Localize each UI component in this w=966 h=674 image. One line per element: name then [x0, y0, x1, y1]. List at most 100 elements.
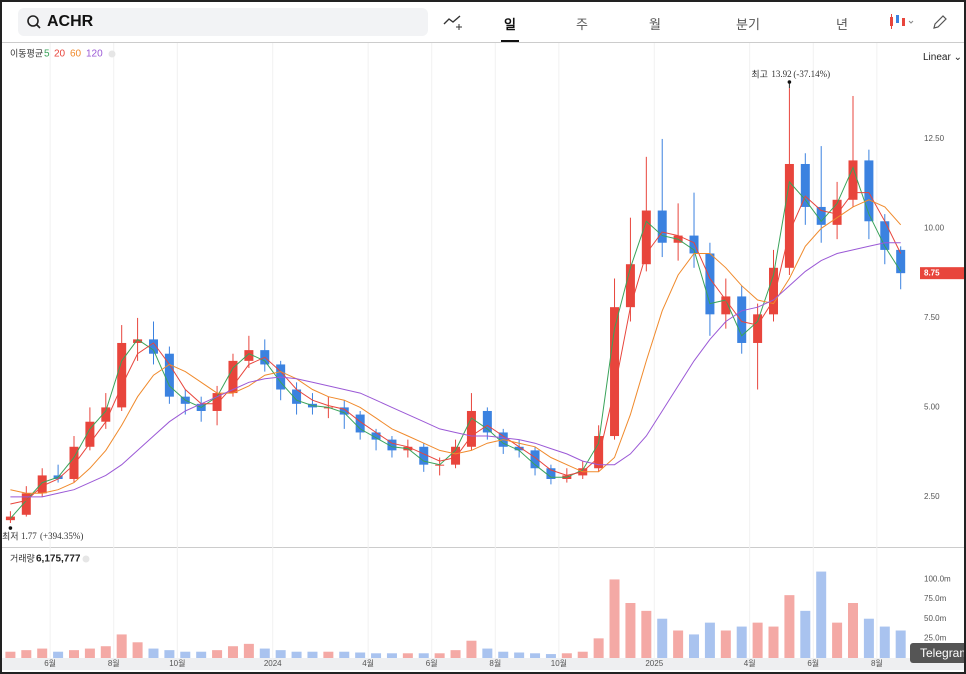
volume-bar	[847, 603, 858, 658]
high-marker-value: 13.92	[771, 69, 791, 79]
x-tick-label: 4월	[362, 658, 374, 668]
volume-bar	[514, 652, 525, 658]
y-tick-label: 7.50	[924, 313, 940, 322]
volume-bar	[450, 650, 461, 658]
volume-bar	[418, 653, 429, 658]
volume-bar	[482, 648, 493, 658]
y-tick-label: 5.00	[924, 403, 940, 412]
candle-body	[69, 446, 79, 479]
candle-body	[721, 296, 731, 315]
volume-bar	[212, 650, 223, 658]
volume-bar	[768, 626, 779, 658]
x-tick-label: 4월	[744, 658, 756, 668]
candle-body	[896, 249, 906, 274]
volume-bar	[291, 651, 302, 658]
volume-bar	[259, 648, 270, 658]
period-tab[interactable]: 주	[576, 17, 588, 32]
x-tick-label: 2024	[264, 659, 282, 668]
candle-body	[737, 296, 747, 343]
candle-body	[451, 446, 461, 465]
volume-bar	[21, 650, 32, 658]
volume-bar	[736, 626, 747, 658]
period-tab[interactable]: 분기	[736, 17, 760, 32]
tooltip: Telegram	[910, 643, 964, 663]
volume-bar	[180, 651, 191, 658]
candle-body	[657, 210, 667, 243]
candle-body	[800, 163, 810, 207]
period-tab[interactable]: 월	[649, 17, 661, 32]
candle-body	[419, 446, 429, 465]
legend-title: 이동평균	[10, 48, 43, 58]
candle-body	[292, 389, 302, 404]
volume-bar	[307, 651, 318, 658]
volume-bar	[530, 653, 541, 658]
candle-body	[466, 410, 476, 447]
candle-body	[101, 407, 111, 422]
candle-body	[880, 221, 890, 250]
volume-bar	[275, 650, 286, 658]
high-marker-label: 최고	[751, 69, 768, 79]
scale-mode[interactable]: Linear ⌄	[923, 52, 962, 63]
candle-body	[832, 199, 842, 225]
candle-body	[864, 160, 874, 222]
legend-entry: 60	[70, 49, 82, 60]
candle-body	[117, 342, 127, 408]
legend-entry: 5	[44, 49, 50, 60]
search-box[interactable]: ACHR	[18, 8, 428, 36]
volume-bar	[196, 651, 207, 658]
compare-icon[interactable]	[442, 12, 466, 32]
volume-bar	[339, 651, 350, 658]
volume-bar	[752, 622, 763, 658]
moving-average-line	[10, 166, 902, 519]
candle-body	[387, 439, 397, 451]
x-tick-label: 8월	[489, 658, 501, 668]
moving-average-line	[10, 199, 902, 494]
y-tick-label: 2.50	[924, 492, 940, 501]
volume-bar	[227, 646, 238, 658]
candle-body	[482, 410, 492, 433]
volume-bar	[323, 651, 334, 658]
period-tab[interactable]: 년	[836, 17, 848, 32]
high-marker-dot	[787, 80, 792, 84]
volume-bar	[863, 618, 874, 658]
volume-bar	[879, 626, 890, 658]
scale-mode-label: Linear	[923, 52, 951, 63]
candle-body	[546, 468, 556, 479]
low-marker-dot	[8, 526, 13, 530]
candle-body	[244, 350, 254, 361]
x-tick-label: 8월	[108, 658, 120, 668]
volume-bar	[402, 653, 413, 658]
volume-bar	[53, 651, 64, 658]
volume-bar	[673, 630, 684, 658]
active-tab-underline	[501, 40, 519, 42]
volume-bar	[704, 622, 715, 658]
candle-body	[21, 493, 31, 515]
volume-bar	[895, 630, 906, 658]
candle-body	[514, 446, 524, 451]
y-tick-label: 50.0m	[924, 614, 947, 623]
candle-body	[371, 432, 381, 440]
legend-settings	[108, 50, 116, 58]
volume-bar	[545, 654, 556, 658]
candle-body	[355, 414, 365, 433]
candle-body	[148, 339, 158, 354]
candle-body	[228, 360, 238, 394]
candle-body	[133, 339, 143, 343]
x-tick-label: 10월	[169, 658, 185, 668]
moving-average-line	[10, 192, 902, 505]
period-tab[interactable]: 일	[504, 17, 516, 32]
moving-average-line	[10, 242, 901, 498]
draw-icon[interactable]	[930, 12, 950, 32]
volume-bar	[132, 642, 143, 658]
volume-bar	[243, 643, 254, 658]
volume-bar	[577, 651, 588, 658]
candle-body	[85, 421, 95, 447]
volume-bar	[5, 651, 16, 658]
volume-bar	[625, 603, 636, 658]
x-axis-band	[2, 658, 964, 670]
legend-entry: 120	[86, 49, 103, 60]
volume-bar	[164, 650, 175, 658]
x-tick-label: 10월	[551, 658, 567, 668]
chart-type-icon[interactable]	[887, 12, 917, 32]
